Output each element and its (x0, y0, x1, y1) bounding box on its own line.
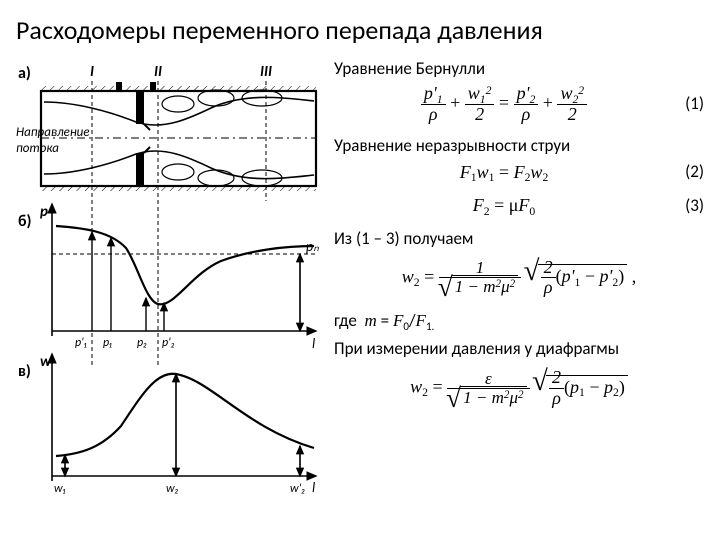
svg-text:p: p (40, 203, 48, 221)
continuity-label: Уравнение неразрывности струи (334, 135, 704, 157)
eq3-row: F2 = μF0 (3) (334, 194, 704, 217)
svg-text:III: III (260, 63, 272, 81)
page-title: Расходомеры переменного перепада давлени… (16, 14, 704, 46)
eq1-number: (1) (674, 93, 704, 115)
svg-text:p₁: p₁ (103, 336, 112, 350)
eq1: p'1ρ + w122 = p'2ρ + w222 (334, 84, 674, 125)
svg-text:pₙ: pₙ (306, 238, 319, 255)
svg-text:w₁: w₁ (54, 482, 66, 496)
where-label: где m = F0/F1. (334, 310, 704, 332)
svg-text:w: w (40, 353, 52, 371)
eq2-row: F1w1 = F2w2 (2) (334, 161, 704, 184)
svg-text:w'₂: w'₂ (290, 482, 305, 496)
eq3-number: (3) (674, 195, 704, 217)
svg-text:потока: потока (16, 141, 59, 156)
eq1-row: p'1ρ + w122 = p'2ρ + w222 (1) (334, 84, 704, 125)
svg-text:I: I (90, 63, 94, 81)
svg-text:l: l (312, 335, 315, 352)
technical-diagram: a) I II III (16, 56, 326, 496)
eq5: w2 = ε 1 − m2μ2 2ρ(p1 − p2) (334, 368, 704, 409)
eq3: F2 = μF0 (334, 194, 674, 217)
diagram-container: a) I II III (16, 56, 326, 496)
svg-text:б): б) (18, 212, 32, 231)
svg-text:p'₂: p'₂ (162, 336, 175, 350)
measuring-label: При измерении давления у диафрагмы (334, 338, 704, 360)
svg-text:a): a) (18, 64, 31, 83)
svg-text:l: l (312, 479, 315, 496)
svg-text:p'₁: p'₁ (75, 336, 87, 350)
from-label: Из (1 – 3) получаем (334, 228, 704, 250)
eq4: w2 = 1 1 − m2μ2 2ρ(p'1 − p'2) , (334, 258, 704, 299)
svg-text:в): в) (18, 362, 31, 381)
bernoulli-label: Уравнение Бернулли (334, 58, 704, 80)
eq2-number: (2) (674, 161, 704, 183)
svg-text:II: II (154, 63, 162, 81)
where-text: где (334, 310, 357, 331)
svg-text:p₂: p₂ (137, 336, 147, 350)
eq2: F1w1 = F2w2 (334, 161, 674, 184)
svg-text:w₂: w₂ (166, 482, 179, 496)
svg-text:Направление: Направление (16, 125, 90, 140)
